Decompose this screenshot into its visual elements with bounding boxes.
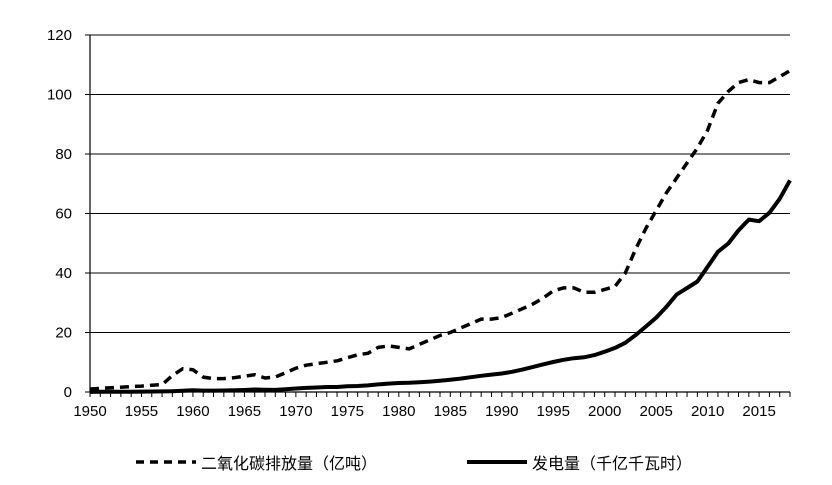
axes bbox=[85, 34, 791, 397]
x-tick-label: 1975 bbox=[331, 403, 364, 420]
y-tick-label: 20 bbox=[55, 325, 72, 342]
y-tick-label: 80 bbox=[55, 146, 72, 163]
legend-item-co2: 二氧化碳排放量（亿吨） bbox=[135, 450, 377, 474]
y-tick-label: 0 bbox=[64, 384, 72, 401]
co2-emissions-line bbox=[89, 69, 791, 391]
x-tick-label: 1970 bbox=[279, 403, 312, 420]
legend-swatch-dashed-line bbox=[136, 460, 196, 464]
x-tick-label: 1950 bbox=[73, 403, 106, 420]
x-axis-tick-labels: 1950 1955 1960 1965 1970 1975 1980 1985 1990 1995… bbox=[73, 403, 775, 420]
legend-label-electricity: 发电量（千亿千瓦时） bbox=[532, 454, 693, 473]
x-tick-label: 1960 bbox=[176, 403, 209, 420]
x-tick-label: 1985 bbox=[434, 403, 467, 420]
x-tick-label: 2010 bbox=[691, 403, 724, 420]
legend: 二氧化碳排放量（亿吨） 发电量（千亿千瓦时） bbox=[0, 450, 832, 474]
x-tick-label: 1990 bbox=[485, 403, 518, 420]
x-tick-label: 1955 bbox=[125, 403, 158, 420]
x-tick-label: 2005 bbox=[639, 403, 672, 420]
electricity-generation-line bbox=[89, 179, 792, 394]
legend-swatch-solid-line bbox=[467, 460, 527, 464]
series-lines bbox=[89, 69, 792, 394]
y-tick-label: 100 bbox=[47, 87, 72, 104]
x-tick-label: 1980 bbox=[382, 403, 415, 420]
x-tick-label: 2015 bbox=[742, 403, 775, 420]
legend-label-co2: 二氧化碳排放量（亿吨） bbox=[201, 454, 378, 473]
y-axis-tick-labels: 0 20 40 60 80 100 120 bbox=[47, 27, 72, 401]
gridlines bbox=[90, 34, 790, 333]
x-tick-label: 1995 bbox=[537, 403, 570, 420]
x-tick-label: 2000 bbox=[588, 403, 621, 420]
y-tick-label: 40 bbox=[55, 265, 72, 282]
y-tick-label: 60 bbox=[55, 206, 72, 223]
legend-item-electricity: 发电量（千亿千瓦时） bbox=[466, 450, 692, 474]
x-tick-label: 1965 bbox=[228, 403, 261, 420]
y-tick-label: 120 bbox=[47, 27, 72, 44]
